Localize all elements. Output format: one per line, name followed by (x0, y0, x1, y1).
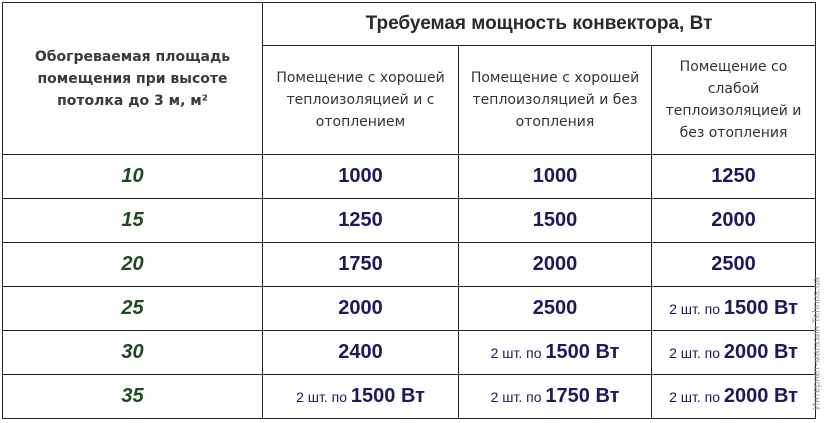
power-value: 2000 Вт (723, 341, 798, 363)
power-cell: 1250 (262, 198, 459, 243)
power-value: 2500 (532, 297, 578, 319)
power-cell: 2000 (262, 286, 459, 331)
power-value: 1750 (338, 253, 383, 275)
power-value: 1000 (338, 165, 383, 187)
column-header: Помещение с хорошей теплоизоляцией и с о… (262, 45, 459, 155)
power-value: 2000 (711, 209, 756, 231)
power-cell: 2400 (262, 330, 459, 375)
area-cell: 30 (2, 330, 263, 375)
column-header: Помещение с хорошей теплоизоляцией и без… (458, 45, 652, 155)
power-cell: 1250 (651, 154, 816, 199)
power-value: 2500 (711, 253, 756, 275)
quantity-prefix: 2 шт. по (490, 345, 546, 361)
area-cell: 15 (2, 198, 263, 243)
power-cell: 2500 (651, 242, 816, 287)
power-value: 1750 Вт (545, 385, 620, 407)
power-cell: 2 шт. по 2000 Вт (651, 374, 816, 419)
power-cell: 2 шт. по 1500 Вт (458, 330, 652, 375)
power-cell: 2000 (458, 242, 652, 287)
table-row: 15 1250 1500 2000 (2, 198, 816, 243)
quantity-prefix: 2 шт. по (296, 389, 351, 405)
power-cell: 1750 (262, 242, 459, 287)
power-value: 2400 (338, 341, 383, 363)
power-cell: 2 шт. по 1500 Вт (262, 374, 459, 419)
table-row: 35 2 шт. по 1500 Вт 2 шт. по 1750 Вт 2 шт. … (2, 374, 816, 419)
power-value: 1500 (532, 209, 578, 231)
area-header: Обогреваемая площадь помещения при высот… (2, 2, 263, 155)
table-row: 25 2000 2500 2 шт. по 1500 Вт (2, 286, 816, 331)
column-header: Помещение со слабой теплоизоляцией и без… (651, 45, 816, 155)
power-value: 1500 Вт (545, 341, 620, 363)
power-value: 2000 (338, 297, 383, 319)
power-value: 1500 Вт (350, 385, 425, 407)
power-cell: 2 шт. по 1500 Вт (651, 286, 816, 331)
convector-power-table: Обогреваемая площадь помещения при высот… (2, 2, 816, 419)
table-row: 10 1000 1000 1250 (2, 154, 816, 199)
watermark: Интернет-магазин Tehnos.ua (811, 277, 823, 410)
power-cell: 2500 (458, 286, 652, 331)
power-cell: 2000 (651, 198, 816, 243)
area-cell: 35 (2, 374, 263, 419)
power-value: 2000 (532, 253, 578, 275)
power-value: 2000 Вт (723, 385, 798, 407)
power-value: 1250 (338, 209, 383, 231)
power-cell: 2 шт. по 2000 Вт (651, 330, 816, 375)
power-value: 1250 (711, 165, 756, 187)
quantity-prefix: 2 шт. по (669, 301, 724, 317)
area-cell: 10 (2, 154, 263, 199)
power-cell: 1500 (458, 198, 652, 243)
power-cell: 1000 (458, 154, 652, 199)
power-header: Требуемая мощность конвектора, Вт (262, 2, 816, 46)
table-row: 20 1750 2000 2500 (2, 242, 816, 287)
table-row: 30 2400 2 шт. по 1500 Вт 2 шт. по 2000 Вт (2, 330, 816, 375)
quantity-prefix: 2 шт. по (490, 389, 546, 405)
quantity-prefix: 2 шт. по (669, 389, 724, 405)
area-cell: 25 (2, 286, 263, 331)
power-cell: 2 шт. по 1750 Вт (458, 374, 652, 419)
area-cell: 20 (2, 242, 263, 287)
power-value: 1000 (532, 165, 578, 187)
quantity-prefix: 2 шт. по (669, 345, 724, 361)
power-value: 1500 Вт (723, 297, 798, 319)
power-cell: 1000 (262, 154, 459, 199)
